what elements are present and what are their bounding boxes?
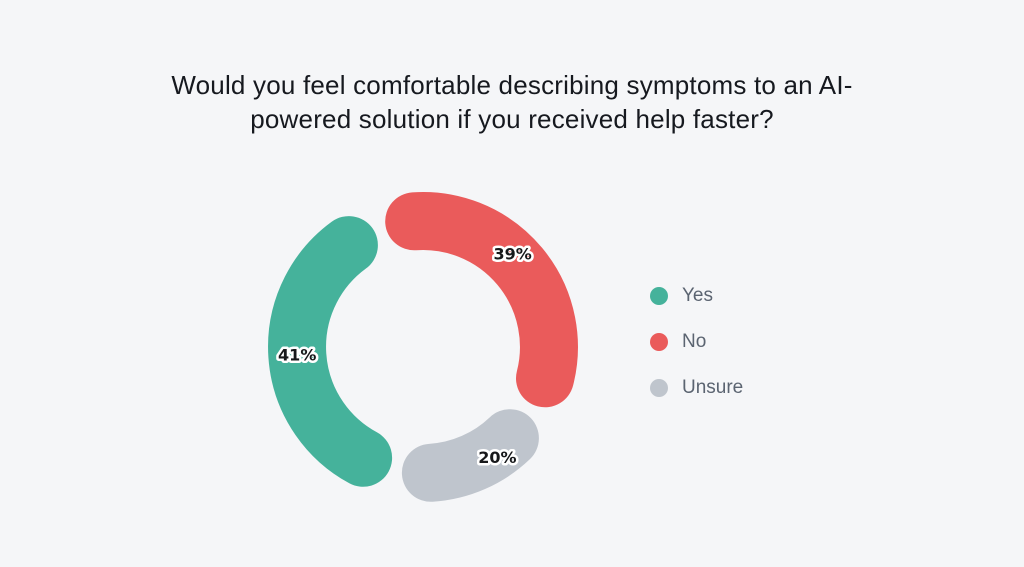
legend-swatch-yes [650,287,668,305]
donut-segment-unsure [401,409,539,502]
legend-item-no: No [650,331,743,352]
legend-label-no: No [682,331,707,352]
chart-title: Would you feel comfortable describing sy… [0,68,1024,136]
chart-legend: Yes No Unsure [650,285,744,425]
data-label-yes: 41% [278,345,316,364]
legend-label-unsure: Unsure [682,377,744,398]
legend-swatch-no [650,333,668,351]
data-label-no: 39% [493,245,531,264]
donut-segment-no [385,192,578,408]
donut-segment-yes [268,216,393,487]
data-label-unsure: 20% [478,448,516,467]
legend-swatch-unsure [650,379,668,397]
legend-label-yes: Yes [682,285,713,306]
chart-title-line-2: powered solution if you received help fa… [250,104,774,134]
legend-item-yes: Yes [650,285,743,306]
chart-title-line-1: Would you feel comfortable describing sy… [171,70,853,100]
legend-item-unsure: Unsure [650,377,744,398]
